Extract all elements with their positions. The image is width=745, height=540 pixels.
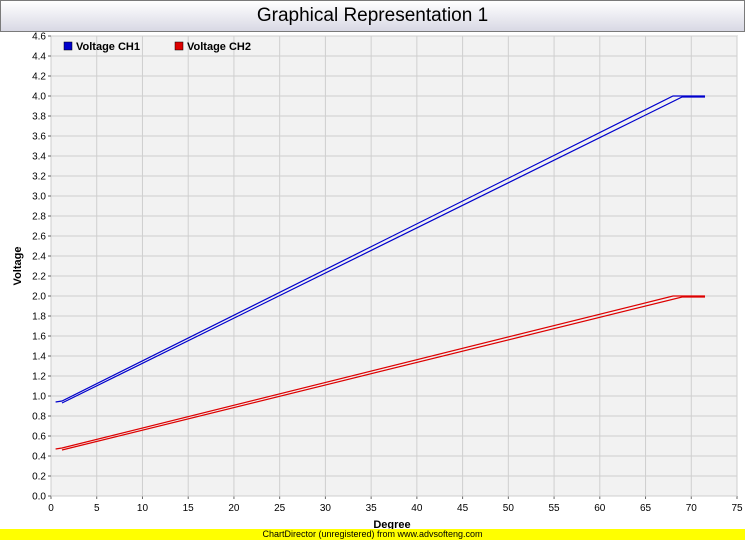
x-tick-label: 25: [274, 503, 286, 514]
grid-lines: [48, 35, 738, 499]
x-tick-label: 5: [94, 503, 100, 514]
y-tick-label: 3.4: [32, 152, 46, 163]
plot-area: [50, 35, 738, 497]
y-tick-label: 0.2: [32, 472, 46, 483]
y-tick-label: 4.4: [32, 52, 46, 63]
x-tick-label: 0: [48, 503, 54, 514]
x-tick-label: 60: [594, 503, 606, 514]
legend: Voltage CH1 Voltage CH2: [63, 41, 251, 53]
x-tick-label: 65: [640, 503, 652, 514]
y-tick-label: 0.8: [32, 412, 46, 423]
y-tick-label: 4.2: [32, 72, 46, 83]
y-tick-label: 2.4: [32, 252, 46, 263]
y-tick-label: 2.0: [32, 292, 46, 303]
y-tick-label: 1.4: [32, 352, 46, 363]
legend-swatch-ch2: [174, 41, 184, 51]
y-tick-label: 3.6: [32, 132, 46, 143]
y-tick-label: 3.0: [32, 192, 46, 203]
x-tick-label: 20: [228, 503, 240, 514]
x-tick-label: 15: [183, 503, 195, 514]
y-tick-label: 1.8: [32, 312, 46, 323]
y-tick-label: 4.0: [32, 92, 46, 103]
y-tick-label: 3.8: [32, 112, 46, 123]
y-tick-label: 3.2: [32, 172, 46, 183]
x-tick-label: 50: [503, 503, 515, 514]
series-line-ch1-1: [55, 95, 705, 403]
y-axis-title: Voltage: [12, 247, 24, 286]
series-lines: [55, 95, 705, 451]
y-tick-label: 0.0: [32, 492, 46, 503]
x-tick-label: 55: [549, 503, 561, 514]
x-tick-label: 70: [686, 503, 698, 514]
legend-label-ch2: Voltage CH2: [187, 41, 251, 53]
y-tick-label: 1.6: [32, 332, 46, 343]
tick-labels: 0 5 10 15 20 25 30 35 40 45 50 55 60 65 70 75 0.0 0.2 0.4 0…: [32, 32, 743, 515]
x-tick-label: 45: [457, 503, 469, 514]
x-tick-label: 35: [366, 503, 378, 514]
legend-label-ch1: Voltage CH1: [76, 41, 140, 53]
legend-swatch-ch1: [63, 41, 73, 51]
y-tick-label: 4.6: [32, 32, 46, 43]
x-axis-title: Degree: [373, 519, 410, 531]
footer-watermark: ChartDirector (unregistered) from www.ad…: [0, 529, 745, 540]
series-line-ch2-1: [55, 295, 705, 450]
y-tick-label: 0.6: [32, 432, 46, 443]
y-tick-label: 0.4: [32, 452, 46, 463]
x-tick-label: 75: [731, 503, 743, 514]
y-tick-label: 1.0: [32, 392, 46, 403]
x-tick-label: 30: [320, 503, 332, 514]
x-tick-label: 40: [411, 503, 423, 514]
x-tick-label: 10: [137, 503, 149, 514]
series-line-ch1-2: [61, 96, 705, 404]
series-line-ch2-2: [61, 296, 705, 451]
y-tick-label: 2.8: [32, 212, 46, 223]
y-tick-label: 1.2: [32, 372, 46, 383]
y-tick-label: 2.2: [32, 272, 46, 283]
y-tick-label: 2.6: [32, 232, 46, 243]
chart-title: Graphical Representation 1: [0, 0, 745, 32]
